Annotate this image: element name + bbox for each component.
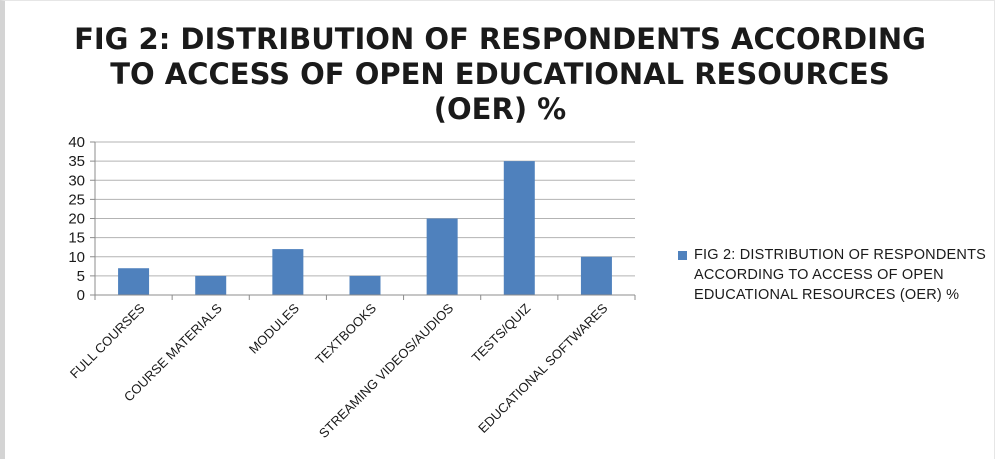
bar	[349, 275, 381, 295]
bar	[118, 268, 150, 295]
legend: FIG 2: DISTRIBUTION OF RESPONDENTS ACCOR…	[678, 245, 989, 305]
gridlines	[95, 141, 635, 277]
axes	[94, 142, 636, 300]
bars	[118, 161, 612, 295]
bar	[426, 218, 458, 295]
y-tick-label: 20	[68, 211, 85, 228]
bar	[272, 249, 304, 295]
bar	[503, 161, 535, 295]
y-tick-label: 35	[68, 153, 85, 170]
x-category-label: MODULES	[246, 300, 302, 356]
y-tick-label: 30	[68, 172, 85, 189]
y-tick-label: 25	[68, 191, 85, 208]
y-tick-label: 10	[68, 249, 85, 266]
y-tick-label: 5	[77, 268, 85, 285]
x-category-label: STREAMING VIDEOS/AUDIOS	[316, 300, 457, 441]
y-tick-label: 40	[68, 134, 85, 151]
legend-label: FIG 2: DISTRIBUTION OF RESPONDENTS ACCOR…	[694, 247, 986, 303]
chart-title: FIG 2: DISTRIBUTION OF RESPONDENTS ACCOR…	[74, 22, 926, 126]
x-category-label: TESTS/QUIZ	[469, 300, 534, 365]
y-tick-label: 15	[68, 230, 85, 247]
y-tick-label: 0	[77, 287, 85, 304]
x-category-label: EDUCATIONAL SOFTWARES	[475, 300, 611, 436]
bar	[195, 275, 227, 295]
bar	[580, 256, 612, 295]
x-category-label: FULL COURSES	[67, 300, 148, 381]
x-category-label: TEXTBOOKS	[312, 300, 379, 367]
y-axis-ticks: 0 5 10 15 20 25 30 35 40	[68, 134, 95, 304]
legend-swatch	[678, 251, 687, 260]
